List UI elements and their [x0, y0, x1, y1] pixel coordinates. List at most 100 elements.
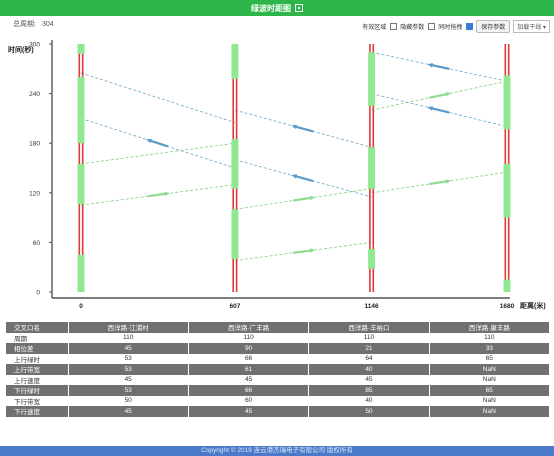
footer: Copyright © 2019 连云港杰瑞电子有限公司 版权所有: [0, 446, 554, 456]
table-cell: 90: [188, 343, 310, 354]
table-cell: 45: [68, 343, 189, 354]
table-row: 上行带宽 53 61 40 NaN: [6, 364, 551, 375]
table-cell: 45: [68, 406, 189, 417]
params-table: 交叉口名 西洋路·江浦村 西洋路·广丰路 西洋路·丰裕口 西洋路·康丰路 周期 110 110…: [6, 322, 551, 417]
arrow-right-icon: [429, 179, 450, 186]
arrow-right-icon: [445, 179, 452, 184]
table-row: 周期 110 110 110 110: [6, 332, 551, 343]
time-space-chart: 时间(秒) 距离(米) 0 60 120 180 240 300 0 607 1146 1680: [8, 40, 546, 310]
arrow-right-icon: [293, 249, 314, 254]
y-tick-label: 120: [29, 190, 40, 197]
x-tick-label: 0: [79, 303, 83, 310]
x-tick-label: 1146: [365, 303, 379, 310]
table-cell: 53: [68, 385, 189, 396]
row-label: 下行速度: [6, 406, 69, 417]
table-cell: 53: [68, 353, 189, 364]
artery-select[interactable]: 加载干线 ▾: [513, 20, 550, 33]
arrow-left-icon: [292, 124, 314, 133]
valid-zone-checkbox[interactable]: [390, 23, 398, 30]
green-phase-window: [77, 77, 85, 144]
page-title: 绿波时距图: [251, 3, 291, 13]
arrow-right-icon: [309, 195, 316, 201]
arrow-left-icon: [146, 138, 152, 144]
arrow-left-icon: [292, 174, 314, 183]
row-label: 下行绿时: [6, 385, 69, 396]
hide-params-label: 隐藏参数: [400, 25, 425, 31]
table-cell: 33: [429, 343, 551, 354]
green-phase-window: [231, 44, 239, 79]
green-phase-window: [77, 254, 85, 292]
downward-green-band-line: [371, 51, 508, 82]
green-phase-window: [231, 209, 239, 259]
arrow-right-icon: [293, 196, 314, 202]
sync-drag-label: 同时拖拽: [438, 25, 463, 31]
table-row: 下行绿时 53 66 85 65: [6, 385, 551, 396]
table-cell: 40: [308, 395, 430, 406]
arrow-left-icon: [291, 124, 298, 130]
arrow-left-icon: [291, 174, 298, 179]
x-tick-label: 1680: [500, 303, 515, 310]
table-cell: 50: [308, 406, 430, 417]
arrow-right-icon: [445, 92, 452, 97]
arrow-right-icon: [429, 92, 450, 99]
qrcode-icon[interactable]: [295, 4, 303, 12]
arrow-left-icon: [427, 106, 434, 111]
artery-select-value: 加载干线: [517, 25, 542, 31]
save-params-button[interactable]: 保存参数: [476, 20, 511, 33]
row-label: 交叉口名: [6, 322, 69, 333]
table-cell: 66: [188, 353, 310, 364]
table-row: 相位差 45 90 21 33: [6, 343, 551, 354]
table-cell: 45: [188, 406, 310, 417]
table-cell: 66: [188, 385, 310, 396]
table-cell: 110: [188, 332, 310, 343]
y-tick-label: 0: [36, 290, 40, 297]
table-cell: 85: [308, 385, 430, 396]
x-axis-label: 距离(米): [520, 301, 546, 310]
total-cycle: 总周期: 304: [13, 19, 54, 29]
table-cell: 西洋路·广丰路: [188, 322, 310, 333]
y-tick-label: 60: [33, 240, 41, 247]
upward-green-band-line: [234, 188, 372, 210]
green-phase-window: [231, 139, 239, 189]
total-cycle-label: 总周期:: [13, 21, 36, 28]
green-phase-window: [368, 147, 376, 189]
y-tick-label: 240: [29, 91, 40, 98]
table-cell: 西洋路·江浦村: [68, 322, 189, 333]
valid-zone-label: 有效区域: [362, 25, 387, 31]
y-axis-label: 时间(秒): [8, 45, 34, 54]
copyright-text: Copyright © 2019 连云港杰瑞电子有限公司 版权所有: [201, 447, 353, 454]
app-header: 绿波时距图: [0, 0, 554, 16]
table-cell: 40: [308, 364, 430, 375]
green-phase-window: [368, 249, 376, 269]
arrow-left-icon: [429, 63, 450, 70]
chart-controls: 有效区域 隐藏参数 同时拖拽 保存参数 加载干线 ▾: [362, 20, 550, 33]
upward-green-band-line: [371, 80, 508, 111]
table-cell: 西洋路·丰裕口: [308, 322, 430, 333]
x-tick-label: 607: [229, 303, 240, 310]
table-cell: 45: [68, 374, 189, 385]
table-cell: 西洋路·康丰路: [429, 322, 551, 333]
hide-params-checkbox[interactable]: [428, 23, 436, 30]
row-label: 上行带宽: [6, 364, 69, 375]
upward-green-band-line: [371, 171, 508, 194]
table-header-row: 交叉口名 西洋路·江浦村 西洋路·广丰路 西洋路·丰裕口 西洋路·康丰路: [6, 322, 551, 333]
table-cell: 60: [188, 395, 310, 406]
table-cell: 110: [308, 332, 430, 343]
downward-green-band-line: [371, 93, 508, 128]
table-row: 下行速度 45 45 50 NaN: [6, 406, 551, 417]
table-row: 上行速度 45 45 45 NaN: [6, 374, 551, 385]
green-phase-window: [503, 75, 511, 130]
arrow-left-icon: [147, 138, 169, 148]
table-cell: 64: [308, 353, 430, 364]
arrow-left-icon: [429, 106, 450, 114]
arrow-right-icon: [309, 248, 316, 253]
green-phase-window: [503, 279, 511, 292]
table-cell: 45: [308, 374, 430, 385]
upward-green-band-line: [80, 142, 235, 165]
table-cell: 21: [308, 343, 430, 354]
arrow-right-icon: [147, 192, 169, 198]
row-label: 周期: [6, 332, 69, 343]
sync-drag-checkbox[interactable]: [466, 23, 474, 30]
total-cycle-value: 304: [41, 21, 54, 28]
table-cell: 110: [68, 332, 189, 343]
